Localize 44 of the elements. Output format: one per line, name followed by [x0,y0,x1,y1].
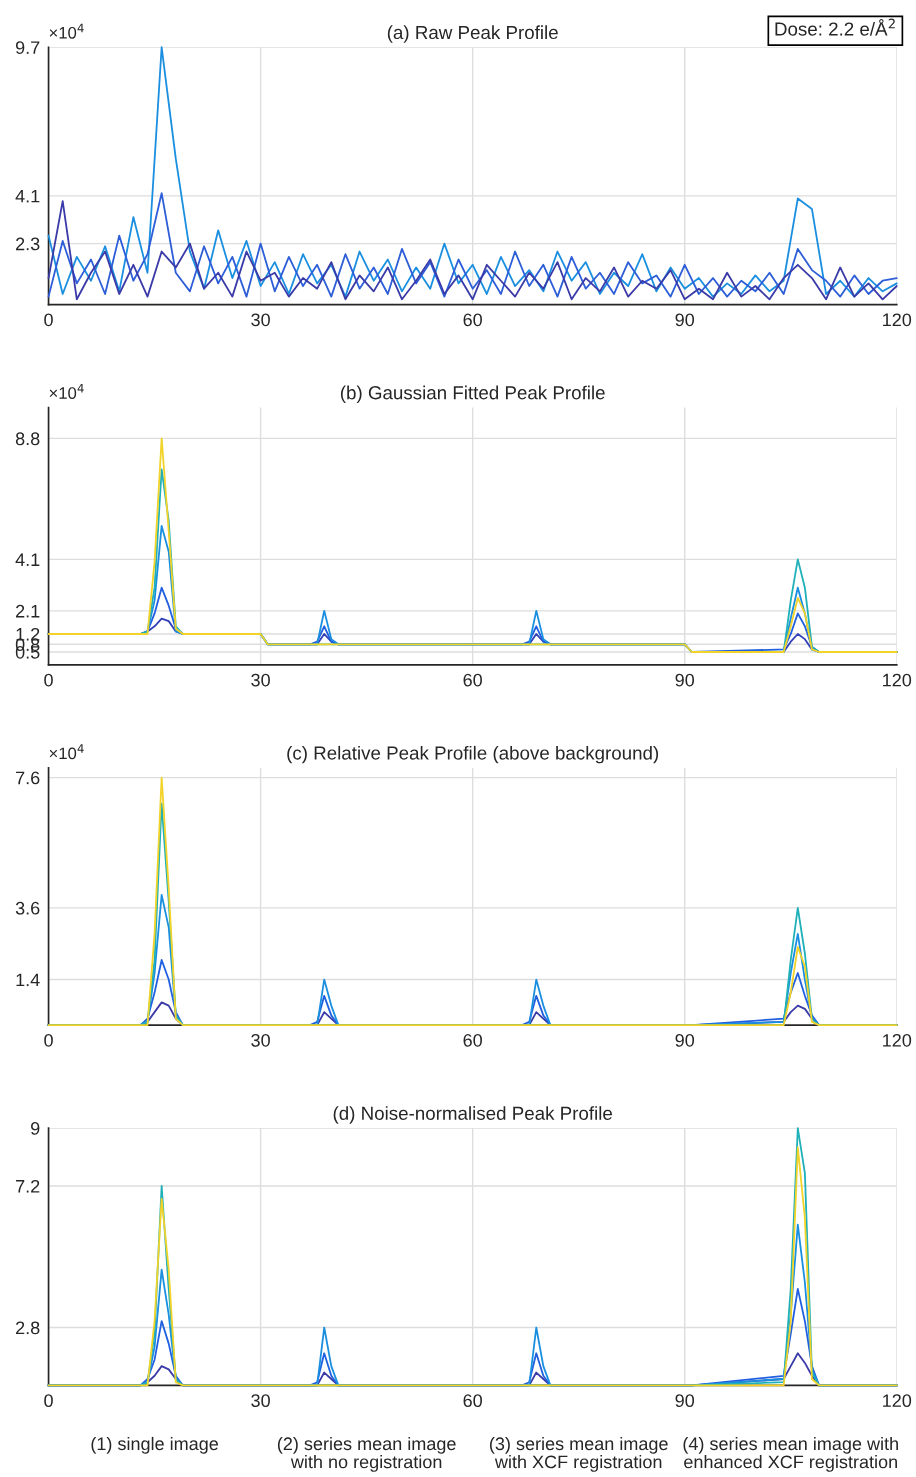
x-tick-label: 30 [251,313,270,327]
x-tick-label: 0 [44,1033,53,1047]
chart-title: (c) Relative Peak Profile (above background) [287,745,659,764]
x-tick-label: 120 [883,673,912,687]
x-tick-label: 0 [44,1394,53,1408]
x-tick-label: 120 [883,1394,912,1408]
x-tick-label: 60 [463,673,482,687]
y-tick-label: 8.8 [15,432,40,446]
y-axis-title: ×10$^{4}$ [49,383,84,399]
x-tick-label: 90 [675,1033,695,1047]
x-tick-label: 90 [675,1394,695,1408]
y-axis-title: ×10$^{4}$ [49,744,84,760]
y-tick-label: 9 [31,1122,40,1135]
chart-title: (a) Raw Peak Profile [387,25,558,43]
y-tick-label: 7.2 [16,1179,40,1193]
text: (4) series mean image with enhanced XCF registration [683,1436,898,1472]
y-tick-label: 9.7 [15,41,40,54]
text: (1) single image [91,1436,218,1454]
x-tick-label: 120 [883,1033,912,1047]
y-tick-label: 3.6 [15,901,40,915]
x-tick-label: 60 [463,313,482,327]
x-tick-label: 30 [251,1033,270,1047]
x-tick-label: 60 [463,1033,482,1047]
y-tick-label: 2.8 [16,1321,40,1335]
x-tick-label: 60 [463,1394,482,1408]
text: Dose: 2.2 e/Å$^{2}$ [775,18,895,36]
y-tick-label: 7.6 [16,771,40,785]
text: (2) series mean image with no registration [277,1436,456,1472]
y-axis-title: ×10$^{4}$ [49,23,84,39]
y-tick-label: 2.3 [16,237,40,251]
chart-title: (b) Gaussian Fitted Peak Profile [340,385,605,404]
chart-title: (d) Noise-normalised Peak Profile [333,1106,612,1124]
x-tick-label: 90 [675,313,695,327]
y-tick-label: 2.1 [16,604,40,618]
x-tick-label: 0 [44,673,53,687]
y-tick-label: 1.4 [16,973,40,987]
x-tick-label: 0 [44,313,53,327]
y-tick-label: 4.1 [15,553,40,566]
x-tick-label: 30 [251,1394,270,1408]
x-tick-label: 30 [251,673,270,687]
y-tick-label: 4.1 [15,189,40,203]
x-tick-label: 120 [883,313,912,327]
text: (3) series mean image with XCF registration [490,1436,668,1472]
x-tick-label: 90 [675,673,695,687]
